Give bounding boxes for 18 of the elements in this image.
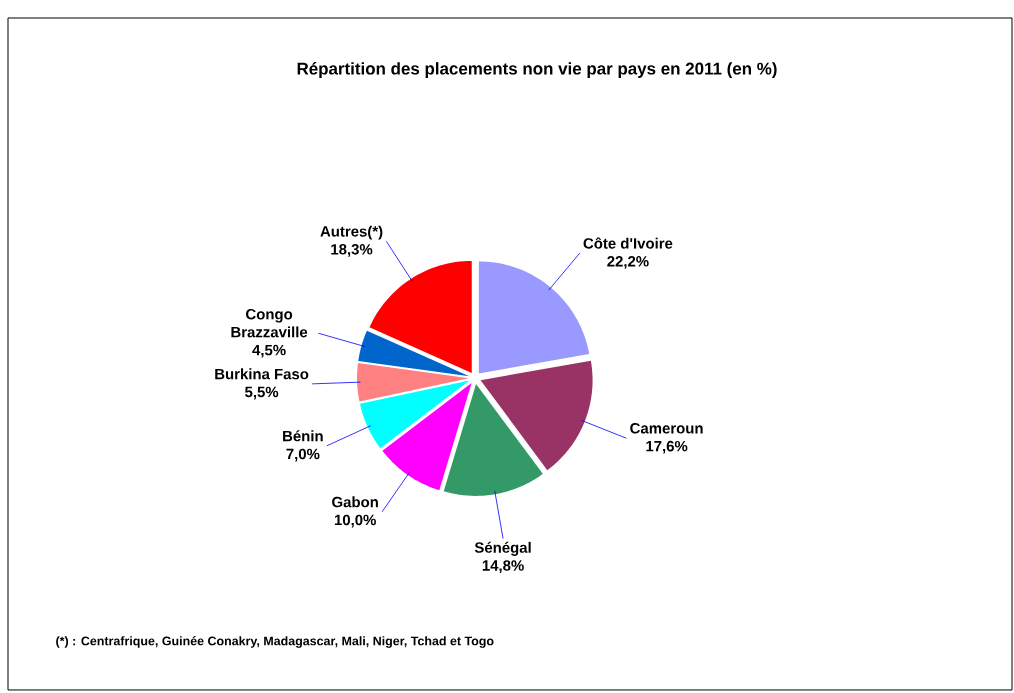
data-label: 14,8%	[482, 560, 524, 573]
slice-label: Congo Brazzaville	[231, 308, 308, 338]
data-label: 22,2%	[607, 256, 649, 269]
chart-title: Répartition des placements non vie par pays en 2011 (en %)	[297, 62, 777, 78]
data-label: 4,5%	[252, 344, 286, 358]
slice-label: Sénégal	[474, 541, 531, 556]
text: (*) : Centrafrique, Guinée Conakry, Madagascar, Mali, Niger, Tchad et Togo	[56, 636, 494, 648]
data-label: 17,6%	[646, 440, 688, 454]
slice-label: Cameroun	[630, 422, 703, 434]
slice-label: Gabon	[332, 496, 378, 508]
data-label: 7,0%	[286, 448, 320, 462]
data-label: 18,3%	[331, 244, 373, 257]
slice-label: Burkina Faso	[215, 368, 309, 380]
slice-label: Bénin	[283, 430, 323, 442]
slice-label: Autres(*)	[320, 225, 383, 240]
slice-label: Côte d'Ivoire	[583, 237, 673, 249]
data-label: 10,0%	[334, 514, 376, 528]
data-label: 5,5%	[245, 386, 279, 400]
